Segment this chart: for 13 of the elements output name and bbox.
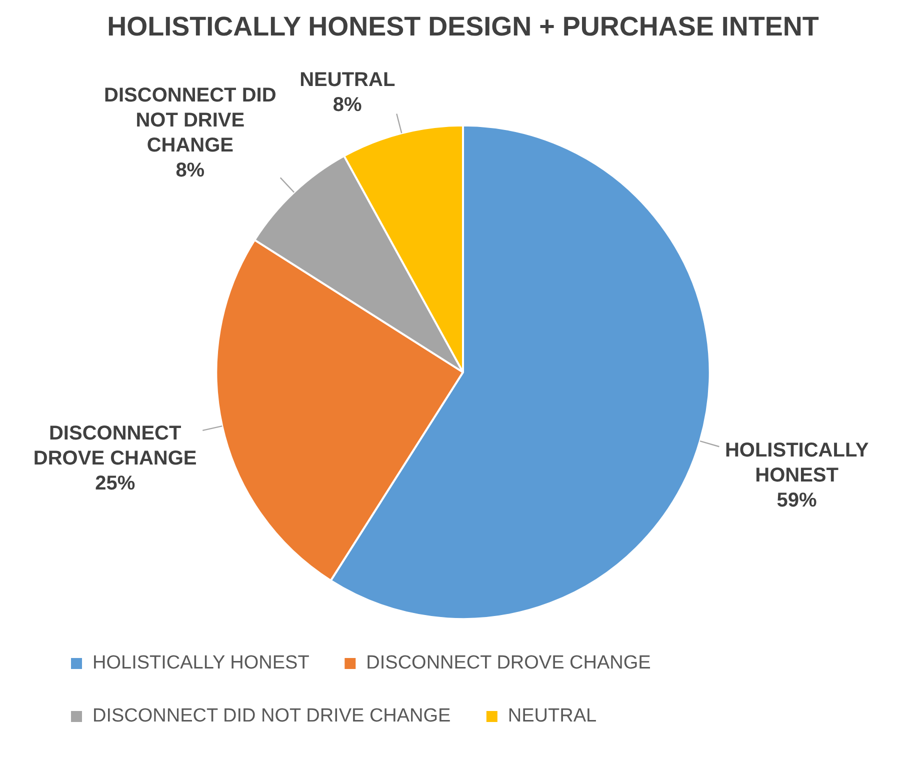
chart-title: HOLISTICALLY HONEST DESIGN + PURCHASE INTENT — [107, 12, 820, 42]
legend-label: DISCONNECT DID NOT DRIVE CHANGE — [92, 706, 451, 727]
slice-label: DISCONNECT DROVE CHANGE — [33, 422, 197, 470]
legend-label: HOLISTICALLY HONEST — [92, 652, 310, 674]
data-label: 59% — [776, 489, 818, 512]
data-label: 8% — [332, 94, 362, 116]
data-label: 25% — [95, 472, 136, 495]
slice-label: DISCONNECT DID NOT DRIVE CHANGE — [104, 84, 276, 156]
legend-label: DISCONNECT DROVE CHANGE — [366, 652, 651, 674]
data-label: 8% — [176, 159, 205, 182]
slice-label: NEUTRAL — [300, 68, 396, 91]
slice-label: HOLISTICALLY HONEST — [724, 439, 870, 486]
legend-label: NEUTRAL — [508, 706, 597, 727]
